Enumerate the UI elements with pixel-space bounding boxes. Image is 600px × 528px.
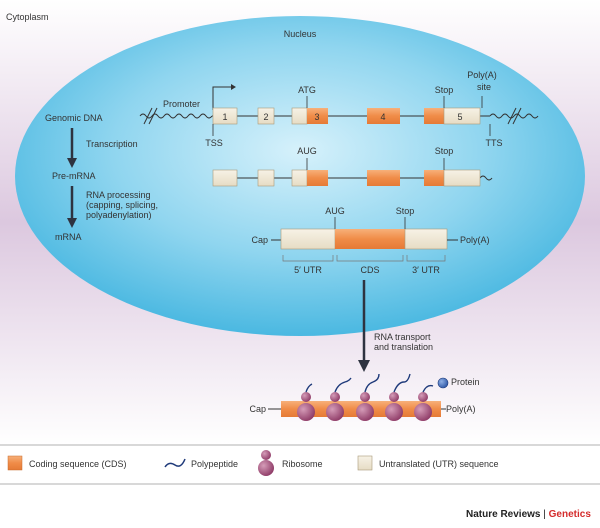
polya-label-2: Poly(A) <box>446 404 476 414</box>
pre-mrna-tail <box>479 175 493 181</box>
cytoplasm-label: Cytoplasm <box>6 12 49 22</box>
exon-3-number: 3 <box>314 112 319 122</box>
stop-label-3: Stop <box>396 206 415 216</box>
credit-section: Genetics <box>548 509 591 520</box>
protein-label: Protein <box>451 377 480 387</box>
pre-mrna-exon-3-cds <box>307 170 328 186</box>
pre-mrna-exon-4 <box>367 170 400 186</box>
ribosome <box>297 392 315 421</box>
pre-mrna-exon-1 <box>212 169 238 187</box>
rna-transport-arrow-head <box>358 360 370 372</box>
legend-polypeptide-icon <box>164 458 186 468</box>
stop-label-1: Stop <box>435 85 454 95</box>
mrna-label: mRNA <box>55 232 82 242</box>
pre-mrna-label: Pre-mRNA <box>52 171 96 181</box>
dna-break-right-1 <box>507 107 517 125</box>
cap-label-1: Cap <box>251 235 268 245</box>
promoter-label: Promoter <box>163 99 200 109</box>
pre-mrna-exon-5-utr <box>443 169 481 187</box>
legend-polypeptide-label: Polypeptide <box>191 459 238 469</box>
utr5-bracket <box>282 255 334 262</box>
rna-processing-label-1: RNA processing <box>86 190 151 200</box>
exon-2-number: 2 <box>263 112 268 122</box>
credit-journal: Nature Reviews <box>466 509 541 520</box>
dna-strand-right <box>489 113 539 119</box>
credit-separator: | <box>540 509 549 520</box>
exon-2 <box>257 107 275 125</box>
polypeptide <box>422 384 434 393</box>
transcription-label: Transcription <box>86 139 138 149</box>
rna-transport-label-1: RNA transport <box>374 332 431 342</box>
ribosome <box>326 392 344 421</box>
rna-processing-label-3: polyadenylation) <box>86 210 152 220</box>
legend-ribosome-icon <box>258 450 274 476</box>
cds-label: CDS <box>360 265 379 275</box>
mrna-row: Cap Poly(A) AUG Stop 5′ UTR CDS 3′ UTR <box>251 206 489 275</box>
tts-label: TTS <box>486 138 503 148</box>
dna-break-left-1 <box>143 107 153 125</box>
tss-label: TSS <box>205 138 223 148</box>
dna-strand-left <box>139 113 213 119</box>
utr5-label: 5′ UTR <box>294 265 322 275</box>
polya-site-label-1: Poly(A) <box>467 70 497 80</box>
mrna-5utr <box>280 228 336 250</box>
exon-5-utr <box>443 107 481 125</box>
ribosome <box>414 392 432 421</box>
legend-cds-label: Coding sequence (CDS) <box>29 459 127 469</box>
legend-utr-label: Untranslated (UTR) sequence <box>379 459 499 469</box>
mrna-3utr <box>404 228 448 250</box>
cds-bracket <box>336 255 404 262</box>
promoter-arrow-head <box>231 84 236 90</box>
protein-icon <box>437 377 449 389</box>
polypeptide <box>393 373 411 393</box>
rna-transport-label-2: and translation <box>374 342 433 352</box>
ribosome <box>385 392 403 421</box>
exon-5-number: 5 <box>457 112 462 122</box>
cap-label-2: Cap <box>249 404 266 414</box>
pre-mrna-exon-2 <box>257 169 275 187</box>
pre-mrna-row: AUG Stop <box>212 146 493 187</box>
atg-label: ATG <box>298 85 316 95</box>
utr3-label: 3′ UTR <box>412 265 440 275</box>
legend: Coding sequence (CDS) Polypeptide Riboso… <box>0 444 600 485</box>
rna-processing-arrow-head <box>67 218 77 228</box>
exon-5-cds <box>424 108 444 124</box>
dna-break-left-2 <box>148 107 158 125</box>
translation-row: Cap Poly(A) <box>249 373 480 421</box>
aug-label-1: AUG <box>297 146 317 156</box>
dna-break-right-2 <box>512 107 522 125</box>
exon-4-number: 4 <box>380 112 385 122</box>
polya-label-1: Poly(A) <box>460 235 490 245</box>
exon-4 <box>367 108 400 124</box>
rna-processing-label-2: (capping, splicing, <box>86 200 158 210</box>
legend-utr-swatch <box>357 455 373 471</box>
transcription-arrow-head <box>67 158 77 168</box>
polya-site-label-2: site <box>477 82 491 92</box>
genomic-dna-row: Genomic DNA Promoter 1 2 3 4 5 ATG Stop <box>45 70 539 148</box>
pre-mrna-exon-5-cds <box>424 170 444 186</box>
pre-mrna-exon-3-utr <box>291 169 308 187</box>
journal-credit: Nature Reviews | Genetics <box>466 509 591 520</box>
aug-label-2: AUG <box>325 206 345 216</box>
genomic-dna-label: Genomic DNA <box>45 113 103 123</box>
polypeptide <box>364 373 380 393</box>
mrna-cds <box>335 229 405 249</box>
nucleus-label: Nucleus <box>284 29 317 39</box>
utr3-bracket <box>406 255 446 262</box>
promoter-arrow <box>212 86 231 110</box>
ribosome <box>356 392 374 421</box>
stop-label-2: Stop <box>435 146 454 156</box>
polypeptide <box>334 377 352 393</box>
legend-cds-swatch <box>7 455 23 471</box>
polypeptide <box>305 383 313 393</box>
exon-3-cds <box>307 108 328 124</box>
exon-1-number: 1 <box>222 112 227 122</box>
legend-ribosome-label: Ribosome <box>282 459 323 469</box>
exon-3-utr <box>291 107 308 125</box>
exon-1 <box>212 107 238 125</box>
